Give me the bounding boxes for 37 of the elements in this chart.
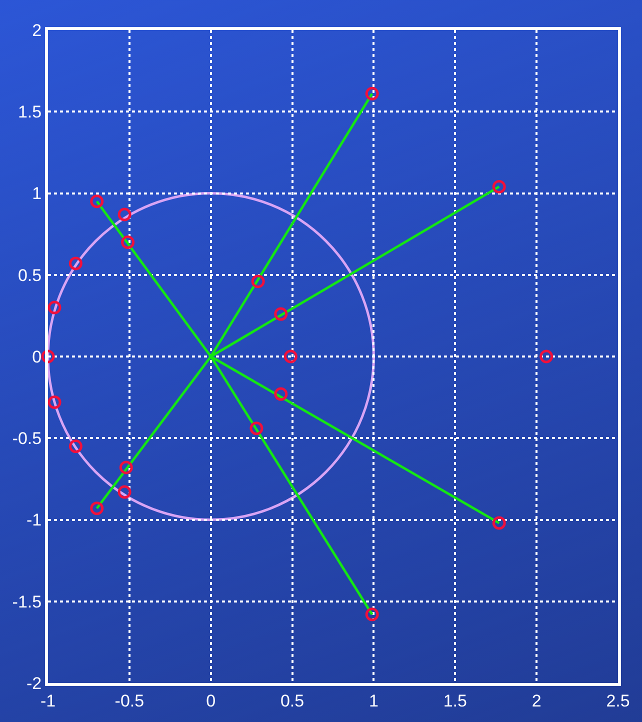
point	[274, 387, 288, 401]
point	[90, 194, 104, 208]
point	[48, 395, 62, 409]
y-tick-label: 1	[32, 184, 42, 204]
y-tick-label: -2	[26, 674, 42, 693]
point	[284, 350, 298, 364]
point	[118, 208, 132, 222]
point	[250, 422, 264, 436]
point	[121, 235, 135, 249]
x-tick-label: -0.5	[114, 691, 144, 710]
y-tick-label: 1.5	[18, 102, 42, 122]
point	[492, 516, 506, 530]
x-tick-label: 1.5	[443, 691, 467, 710]
x-tick-label: 2.5	[606, 691, 630, 710]
point	[251, 274, 265, 288]
point	[365, 86, 379, 100]
x-tick-label: 2	[532, 691, 542, 710]
y-tick-label: -0.5	[12, 429, 42, 448]
point	[274, 307, 288, 321]
point	[118, 485, 132, 499]
point	[492, 180, 506, 194]
point	[48, 300, 62, 314]
x-tick-label: 0	[206, 691, 216, 710]
point	[68, 440, 82, 454]
point	[540, 350, 554, 364]
y-tick-label: 0.5	[18, 266, 42, 285]
point	[90, 502, 104, 516]
point	[41, 350, 55, 364]
y-tick-label: -1	[26, 510, 42, 530]
point	[365, 608, 379, 622]
point	[119, 460, 133, 474]
point	[68, 256, 82, 270]
y-tick-label: 0	[32, 347, 42, 366]
y-tick-label: -1.5	[12, 592, 42, 612]
y-tick-label: 2	[32, 20, 42, 40]
x-tick-label: 0.5	[280, 691, 304, 710]
x-tick-label: 1	[368, 691, 378, 710]
